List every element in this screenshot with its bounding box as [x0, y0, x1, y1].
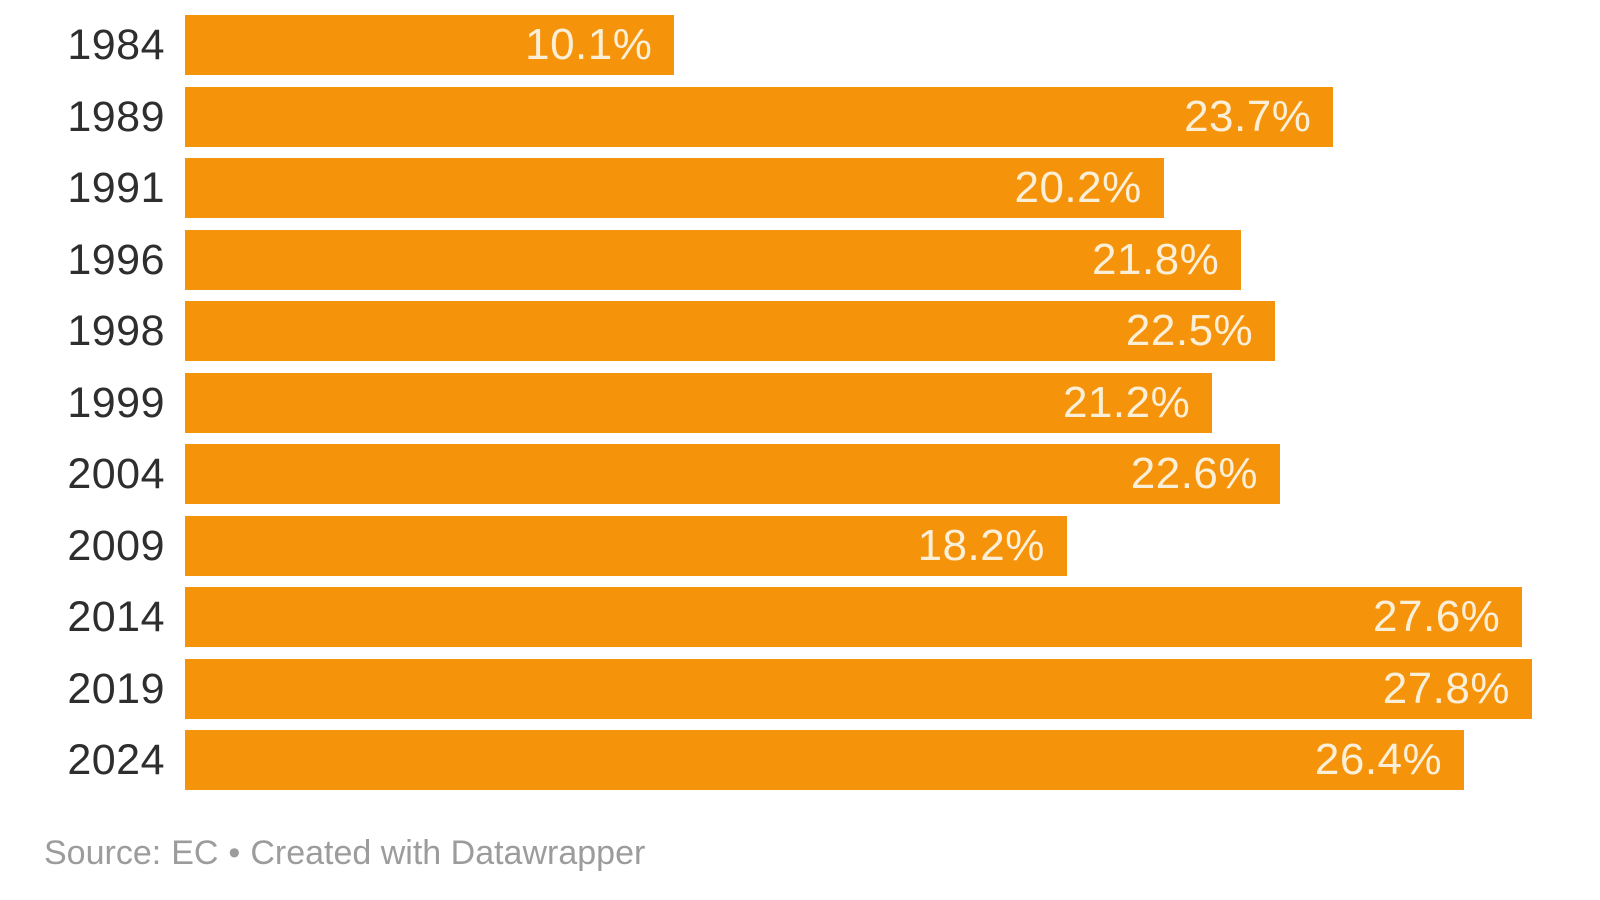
category-label: 1996	[67, 235, 165, 284]
bar: 21.2%	[185, 372, 1213, 433]
bar-row: 2024 26.4%	[0, 730, 1532, 790]
bar-row: 1984 10.1%	[0, 15, 1532, 75]
bar: 22.5%	[185, 301, 1276, 361]
bar-row: 1996 21.8%	[0, 229, 1532, 290]
bar-row: 2009 18.2%	[0, 515, 1532, 576]
bar: 18.2%	[185, 515, 1067, 576]
category-label: 1984	[67, 21, 165, 69]
bar: 27.6%	[185, 587, 1523, 647]
source-name: EC	[171, 834, 219, 872]
bar-row: 2019 27.8%	[0, 658, 1532, 719]
category-label: 1999	[67, 378, 165, 427]
bar: 23.7%	[185, 86, 1334, 147]
category-label: 2004	[67, 450, 165, 498]
category-label: 2014	[67, 593, 165, 641]
value-label: 22.5%	[1125, 306, 1254, 355]
value-label: 23.7%	[1184, 91, 1312, 141]
bar-row: 1999 21.2%	[0, 372, 1532, 433]
footer-separator: •	[228, 834, 241, 872]
bar-chart: 1984 10.1% 1989 23.7% 1991 20.2% 1996 21.8% 1998…	[0, 15, 1532, 802]
bar-row: 1998 22.5%	[0, 301, 1532, 361]
value-label: 20.2%	[1014, 163, 1142, 212]
value-label: 21.8%	[1092, 234, 1220, 284]
value-label: 21.2%	[1062, 377, 1191, 427]
value-label: 27.6%	[1373, 592, 1501, 641]
bar-row: 1989 23.7%	[0, 86, 1532, 147]
value-label: 26.4%	[1314, 735, 1443, 784]
category-label: 2024	[67, 736, 165, 784]
value-label: 18.2%	[917, 520, 1045, 570]
bar: 26.4%	[185, 730, 1465, 790]
bar: 21.8%	[185, 229, 1242, 290]
category-label: 1989	[67, 92, 165, 141]
source-label: Source:	[44, 834, 162, 872]
datawrapper-attribution[interactable]: Created with Datawrapper	[250, 834, 646, 872]
category-label: 1998	[67, 307, 165, 355]
category-label: 2019	[67, 664, 165, 713]
bar: 10.1%	[185, 15, 675, 75]
bar: 22.6%	[185, 444, 1281, 504]
value-label: 27.8%	[1382, 663, 1510, 713]
category-label: 2009	[67, 521, 165, 570]
bar: 20.2%	[185, 158, 1164, 218]
bar: 27.8%	[185, 658, 1532, 719]
value-label: 10.1%	[525, 20, 653, 69]
bar-row: 1991 20.2%	[0, 158, 1532, 218]
bar-row: 2014 27.6%	[0, 587, 1532, 647]
category-label: 1991	[67, 164, 165, 212]
chart-footer: Source: EC • Created with Datawrapper	[44, 833, 645, 874]
value-label: 22.6%	[1130, 449, 1259, 498]
bar-row: 2004 22.6%	[0, 444, 1532, 504]
